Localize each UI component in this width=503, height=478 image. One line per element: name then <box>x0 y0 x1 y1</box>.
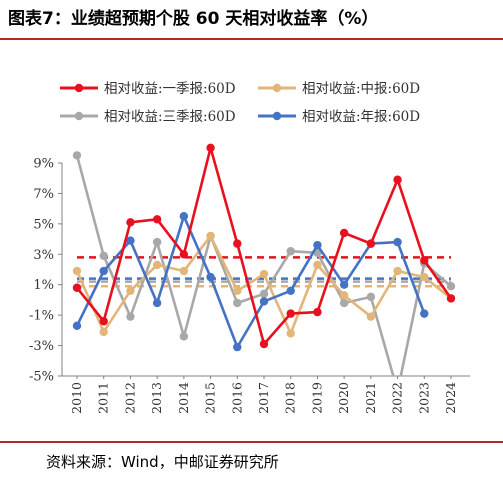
data-point <box>393 266 402 276</box>
data-point <box>179 266 189 276</box>
x-tick-label: 2017 <box>256 382 271 414</box>
data-point <box>286 247 295 256</box>
data-point <box>259 339 269 349</box>
data-point <box>313 260 322 270</box>
data-point <box>259 269 269 279</box>
x-tick-label: 2013 <box>149 382 164 414</box>
data-point <box>259 289 269 299</box>
x-tick-label: 2015 <box>203 382 218 414</box>
title-rule <box>0 38 503 40</box>
x-tick-label: 2010 <box>69 382 84 414</box>
x-tick-label: 2018 <box>283 382 298 414</box>
y-tick-label: 5% <box>33 217 54 232</box>
data-point <box>99 327 108 337</box>
data-point <box>286 329 295 338</box>
x-tick-label: 2021 <box>363 382 378 414</box>
legend: 相对收益:一季报:60D 相对收益:中报:60D 相对收益:三季报:60D 相对收益:… <box>60 81 420 125</box>
legend-label: 相对收益:一季报:60D <box>104 81 236 97</box>
legend-label: 相对收益:三季报:60D <box>104 109 236 125</box>
data-point <box>366 292 376 302</box>
data-point <box>286 309 295 318</box>
data-point <box>152 215 162 224</box>
y-tick-label: 7% <box>33 187 54 202</box>
y-tick-label: -1% <box>29 309 54 324</box>
series-line-4 <box>75 215 426 349</box>
legend-item-2: 相对收益:中报:60D <box>258 81 420 97</box>
data-point <box>233 342 242 352</box>
data-point <box>179 332 189 341</box>
data-point <box>179 250 189 259</box>
source-note: 资料来源：Wind，中邮证券研究所 <box>46 453 279 471</box>
data-point <box>206 143 215 152</box>
data-point <box>233 286 242 295</box>
data-point <box>339 298 349 308</box>
y-tick-label: 1% <box>33 278 54 293</box>
legend-label: 相对收益:年报:60D <box>302 109 420 125</box>
data-point <box>366 312 376 321</box>
source-rule <box>0 441 503 443</box>
x-tick-label: 2011 <box>96 382 111 414</box>
data-point <box>152 260 162 270</box>
data-point <box>286 286 295 295</box>
data-point <box>126 218 135 227</box>
legend-swatch-marker <box>74 111 84 121</box>
data-point <box>126 286 135 295</box>
x-tick-label: 2019 <box>309 382 324 414</box>
x-tick-label: 2023 <box>416 382 431 414</box>
data-point <box>446 294 456 303</box>
data-point <box>420 309 429 318</box>
x-tick-label: 2016 <box>229 382 244 414</box>
data-point <box>206 231 215 241</box>
data-point <box>313 240 322 250</box>
axes: 9% 7% 5% 3% 1% -1% -3% -5% 2010 2011 2012 2013 2014 2… <box>29 157 470 414</box>
data-point <box>72 321 82 330</box>
legend-swatch-marker <box>272 111 282 121</box>
data-point <box>366 239 376 248</box>
plot-area <box>72 143 456 376</box>
data-point <box>233 298 242 308</box>
data-point <box>420 256 429 265</box>
legend-swatch-marker <box>272 83 282 93</box>
data-point <box>339 280 349 289</box>
x-tick-label: 2012 <box>122 382 137 414</box>
data-point <box>313 307 322 317</box>
legend-item-1: 相对收益:一季报:60D <box>60 81 236 97</box>
legend-label: 相对收益:中报:60D <box>302 81 420 97</box>
chart-title: 图表7：业绩超预期个股 60 天相对收益率（%） <box>8 9 379 29</box>
data-point <box>152 298 162 308</box>
data-point <box>233 239 242 248</box>
data-point <box>206 272 215 282</box>
data-point <box>99 317 108 326</box>
data-point <box>126 312 135 321</box>
data-point <box>72 283 82 292</box>
y-tick-label: 9% <box>33 157 54 172</box>
data-point <box>152 237 162 247</box>
data-point <box>179 212 189 221</box>
x-tick-label: 2024 <box>443 382 458 414</box>
data-point <box>126 236 135 245</box>
x-tick-label: 2014 <box>176 382 191 414</box>
y-tick-label: 3% <box>33 248 54 263</box>
x-tick-label: 2020 <box>336 382 351 414</box>
legend-item-4: 相对收益:年报:60D <box>258 109 420 125</box>
data-point <box>99 266 108 276</box>
y-tick-label: -5% <box>29 370 54 385</box>
legend-item-3: 相对收益:三季报:60D <box>60 109 236 125</box>
data-point <box>339 291 349 300</box>
data-point <box>393 175 402 184</box>
data-point <box>99 251 108 261</box>
data-point <box>393 237 402 247</box>
data-point <box>259 297 269 306</box>
data-point <box>339 228 349 238</box>
x-tick-label: 2022 <box>390 382 405 414</box>
legend-swatch-marker <box>74 83 84 93</box>
data-point <box>72 266 82 276</box>
data-point <box>446 282 456 291</box>
data-point <box>72 151 82 160</box>
y-tick-label: -3% <box>29 339 54 354</box>
data-point <box>420 272 429 282</box>
